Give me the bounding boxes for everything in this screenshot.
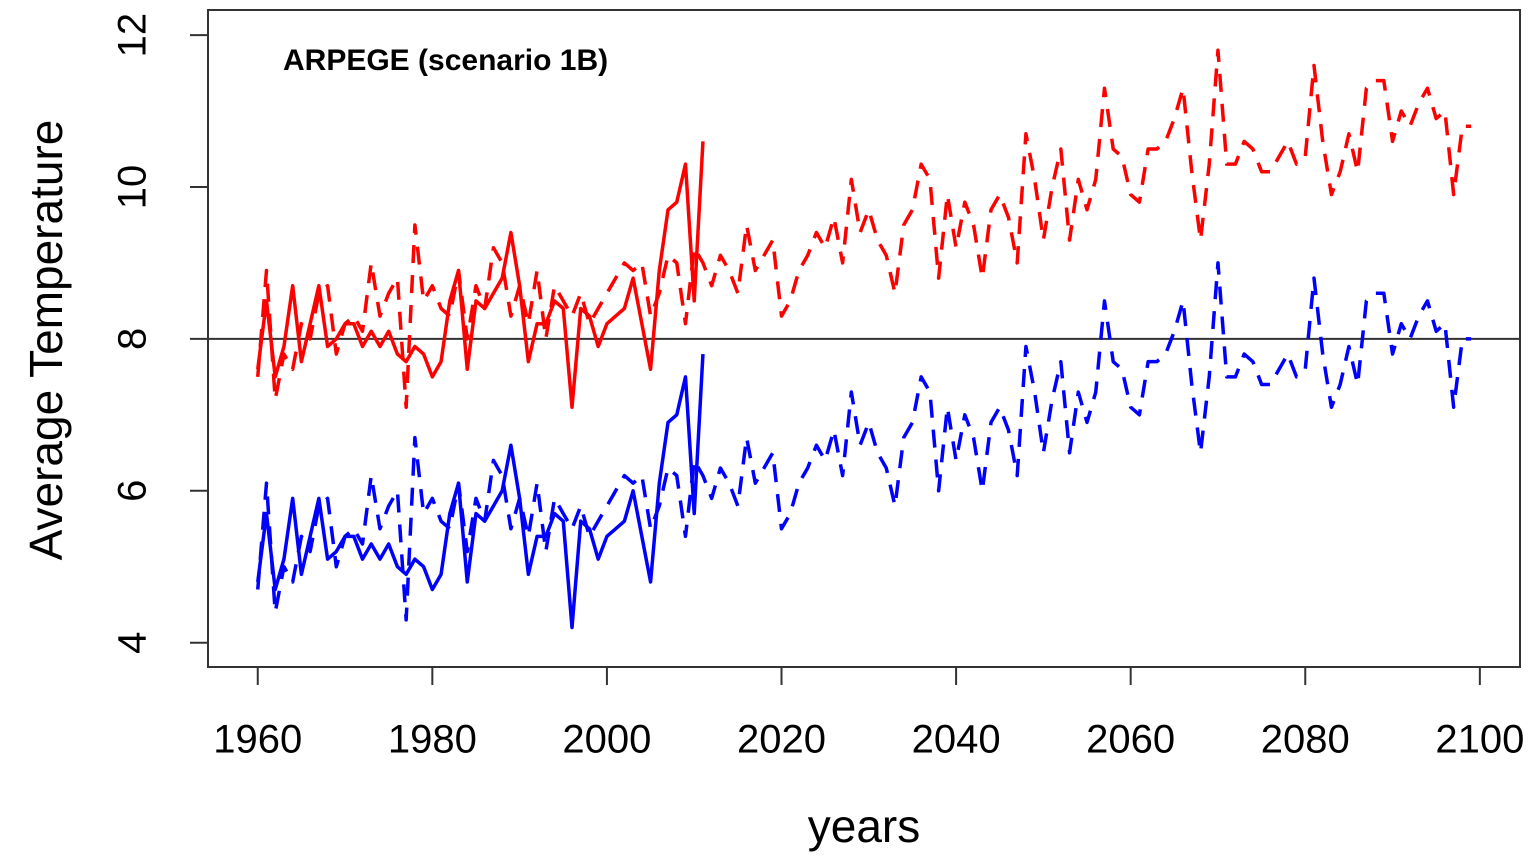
data-line bbox=[256, 353, 705, 630]
data-line bbox=[256, 141, 705, 409]
y-tick-label: 10 bbox=[111, 165, 155, 210]
x-axis-label: years bbox=[808, 800, 920, 852]
x-tick-label: 1960 bbox=[213, 718, 302, 762]
data-line bbox=[256, 261, 1472, 622]
x-tick-label: 2020 bbox=[737, 718, 826, 762]
x-tick-label: 2040 bbox=[912, 718, 1001, 762]
y-tick-label: 8 bbox=[111, 328, 155, 350]
x-tick-label: 2080 bbox=[1261, 718, 1350, 762]
y-axis-label: Average Temperature bbox=[20, 120, 72, 561]
annotation: ARPEGE (scenario 1B) bbox=[283, 44, 608, 77]
x-tick-label: 2060 bbox=[1086, 718, 1175, 762]
x-tick-label: 2000 bbox=[562, 718, 651, 762]
data-line bbox=[256, 48, 1472, 409]
x-tick-label: 1980 bbox=[388, 718, 477, 762]
y-tick-label: 4 bbox=[111, 632, 155, 654]
x-tick-label: 2100 bbox=[1435, 718, 1524, 762]
y-tick-label: 6 bbox=[111, 480, 155, 502]
y-tick-label: 12 bbox=[111, 13, 155, 58]
